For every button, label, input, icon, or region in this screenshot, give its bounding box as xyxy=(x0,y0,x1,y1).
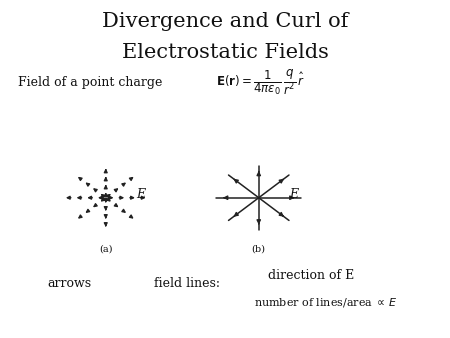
Text: number of lines/area $\propto\,\it{E}$: number of lines/area $\propto\,\it{E}$ xyxy=(254,296,398,309)
Text: Field of a point charge: Field of a point charge xyxy=(18,76,162,89)
Text: field lines:: field lines: xyxy=(154,277,220,290)
Text: (b): (b) xyxy=(252,244,266,253)
Text: E: E xyxy=(136,188,145,201)
Text: E: E xyxy=(289,188,298,201)
Text: (a): (a) xyxy=(99,244,112,253)
Text: $\mathbf{E}(\mathbf{r}) = \dfrac{1}{4\pi\varepsilon_0}\,\dfrac{q}{r^2}\,\hat{r}$: $\mathbf{E}(\mathbf{r}) = \dfrac{1}{4\pi… xyxy=(216,68,305,97)
Text: Electrostatic Fields: Electrostatic Fields xyxy=(122,43,328,62)
Text: direction of E: direction of E xyxy=(268,269,354,282)
Text: arrows: arrows xyxy=(48,277,92,290)
Text: Divergence and Curl of: Divergence and Curl of xyxy=(102,13,348,31)
